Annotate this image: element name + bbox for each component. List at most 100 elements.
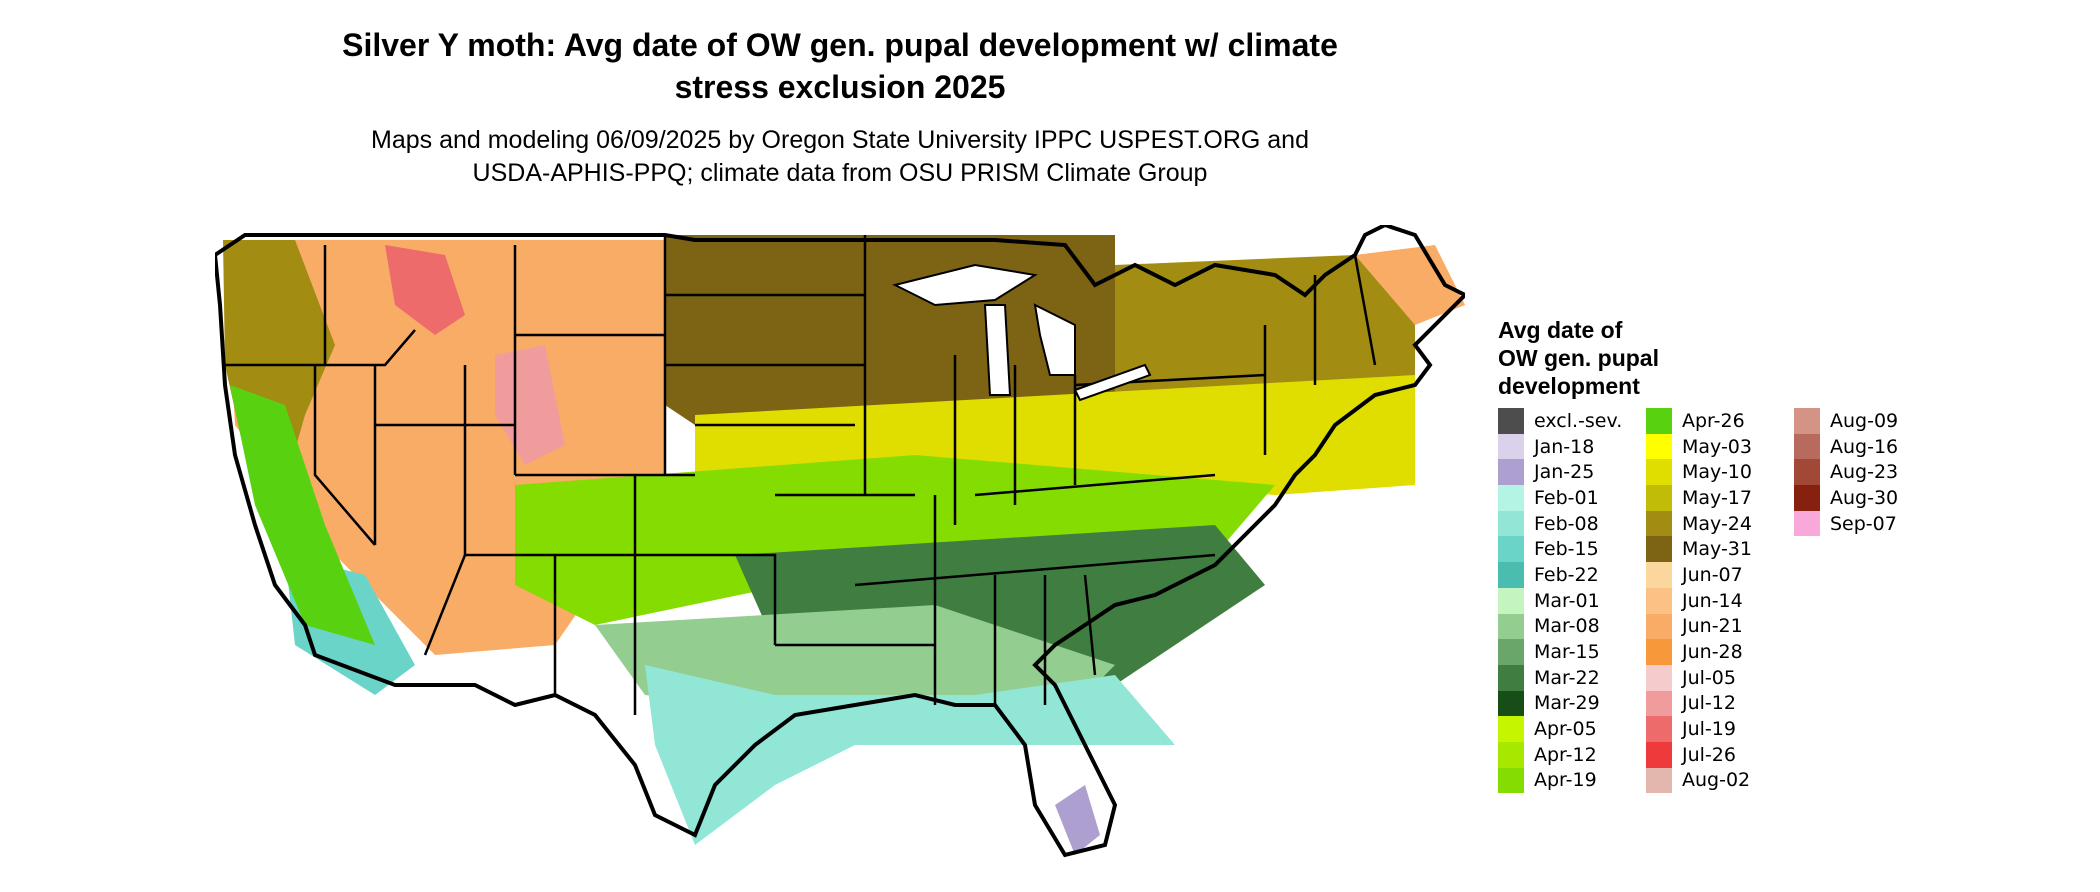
legend-swatch — [1498, 664, 1524, 691]
zone-california-green — [230, 385, 375, 645]
zone-central-green — [515, 455, 1275, 625]
legend-label: Mar-22 — [1534, 666, 1600, 689]
legend-swatch — [1646, 767, 1672, 794]
legend-item: Jul-05 — [1646, 664, 1794, 691]
lake-huron — [1033, 303, 1076, 376]
legend-label: May-24 — [1682, 512, 1752, 535]
zone-northeast-orange — [1355, 245, 1465, 325]
legend-item: Apr-19 — [1498, 767, 1646, 794]
legend-label: Aug-30 — [1830, 486, 1899, 509]
legend-item: Sep-07 — [1794, 510, 1942, 537]
legend-swatch — [1794, 433, 1820, 460]
map-subtitle-line-1: Maps and modeling 06/09/2025 by Oregon S… — [371, 126, 1309, 154]
map-color-zones — [223, 235, 1465, 855]
legend-label: Apr-19 — [1534, 769, 1597, 792]
legend-label: Jan-25 — [1534, 461, 1595, 484]
legend-swatch — [1498, 690, 1524, 717]
legend-label: Jul-19 — [1682, 718, 1736, 741]
legend-item: Mar-22 — [1498, 664, 1646, 691]
legend-swatch — [1498, 536, 1524, 563]
legend-item: Aug-02 — [1646, 767, 1794, 794]
legend-title-line-1: Avg date of — [1498, 317, 1623, 343]
legend-label: Feb-08 — [1534, 512, 1599, 535]
legend-label: Jun-14 — [1682, 589, 1743, 612]
legend-label: Aug-02 — [1682, 769, 1751, 792]
lake-michigan — [983, 304, 1012, 396]
legend-item: Apr-05 — [1498, 716, 1646, 742]
legend-item: Aug-30 — [1794, 485, 1942, 511]
legend-label: Mar-01 — [1534, 589, 1600, 612]
legend-swatch — [1498, 587, 1524, 614]
boundary-line — [854, 553, 1216, 587]
legend-swatch — [1646, 664, 1672, 691]
boundary-line — [225, 329, 416, 367]
legend-swatch — [1498, 741, 1524, 768]
legend-item: Feb-01 — [1498, 485, 1646, 511]
legend-item: Aug-09 — [1794, 408, 1942, 434]
legend-swatch — [1794, 510, 1820, 537]
us-map — [215, 225, 1465, 880]
legend-label: Jun-21 — [1682, 615, 1743, 638]
legend-swatch — [1646, 587, 1672, 614]
legend-label: Jun-07 — [1682, 563, 1743, 586]
legend-swatch — [1794, 459, 1820, 486]
legend-item: May-10 — [1646, 459, 1794, 486]
legend-item: Jun-14 — [1646, 587, 1794, 614]
legend-label: Jul-05 — [1682, 666, 1736, 689]
legend-swatch — [1498, 408, 1524, 434]
map-title-line-2: stress exclusion 2025 — [674, 69, 1006, 105]
legend-swatch — [1646, 433, 1672, 460]
legend-label: Feb-22 — [1534, 563, 1599, 586]
state-boundaries — [225, 235, 1377, 715]
legend-item: Jun-28 — [1646, 639, 1794, 665]
map-title-line-1: Silver Y moth: Avg date of OW gen. pupal… — [342, 27, 1338, 63]
legend-swatch — [1498, 433, 1524, 460]
legend-label: Aug-23 — [1830, 461, 1899, 484]
legend-item: Mar-15 — [1498, 639, 1646, 665]
legend-swatch — [1646, 536, 1672, 563]
legend-item: Mar-29 — [1498, 690, 1646, 717]
boundary-line — [635, 553, 777, 645]
legend-swatch — [1646, 408, 1672, 434]
legend-item: Jul-26 — [1646, 741, 1794, 768]
legend-label: May-17 — [1682, 486, 1752, 509]
legend-label: May-10 — [1682, 461, 1752, 484]
map-legend: Avg date of OW gen. pupal development ex… — [1498, 316, 1942, 794]
legend-item: excl.-sev. — [1498, 408, 1646, 434]
legend-swatch — [1646, 690, 1672, 717]
legend-item: Apr-26 — [1646, 408, 1794, 434]
legend-item: Mar-01 — [1498, 587, 1646, 614]
legend-label: Aug-09 — [1830, 409, 1899, 432]
legend-item: Feb-08 — [1498, 510, 1646, 537]
legend-label: Jul-12 — [1682, 692, 1736, 715]
legend-swatch — [1794, 408, 1820, 434]
legend-item: Jul-12 — [1646, 690, 1794, 717]
legend-swatch — [1646, 510, 1672, 537]
legend-swatch — [1646, 459, 1672, 486]
us-map-svg — [215, 225, 1465, 858]
boundary-line — [313, 365, 376, 546]
legend-label: Mar-08 — [1534, 615, 1600, 638]
zone-colorado-pink — [495, 345, 565, 465]
legend-item: Jun-21 — [1646, 613, 1794, 640]
legend-label: Feb-15 — [1534, 538, 1599, 561]
zone-gulf-coast — [645, 665, 1175, 845]
boundary-line — [1083, 574, 1097, 676]
boundary-line — [423, 554, 467, 656]
legend-item: Feb-15 — [1498, 536, 1646, 563]
legend-item: Jan-18 — [1498, 433, 1646, 460]
legend-swatch — [1498, 613, 1524, 640]
legend-column: excl.-sev. Jan-18 Jan-25 Feb-01 Feb-08 Feb-15… — [1498, 408, 1646, 794]
legend-label: Aug-16 — [1830, 435, 1899, 458]
legend-item: Feb-22 — [1498, 562, 1646, 588]
legend-label: Sep-07 — [1830, 512, 1897, 535]
legend-title: Avg date of OW gen. pupal development — [1498, 316, 1738, 400]
legend-swatch — [1646, 639, 1672, 665]
legend-item: May-31 — [1646, 536, 1794, 563]
legend-swatch — [1498, 639, 1524, 665]
legend-swatch — [1498, 510, 1524, 537]
legend-label: Apr-12 — [1534, 743, 1597, 766]
legend-column: Aug-09 Aug-16 Aug-23 Aug-30 Sep-07 — [1794, 408, 1942, 793]
legend-item: Apr-12 — [1498, 741, 1646, 768]
legend-swatch — [1498, 716, 1524, 742]
